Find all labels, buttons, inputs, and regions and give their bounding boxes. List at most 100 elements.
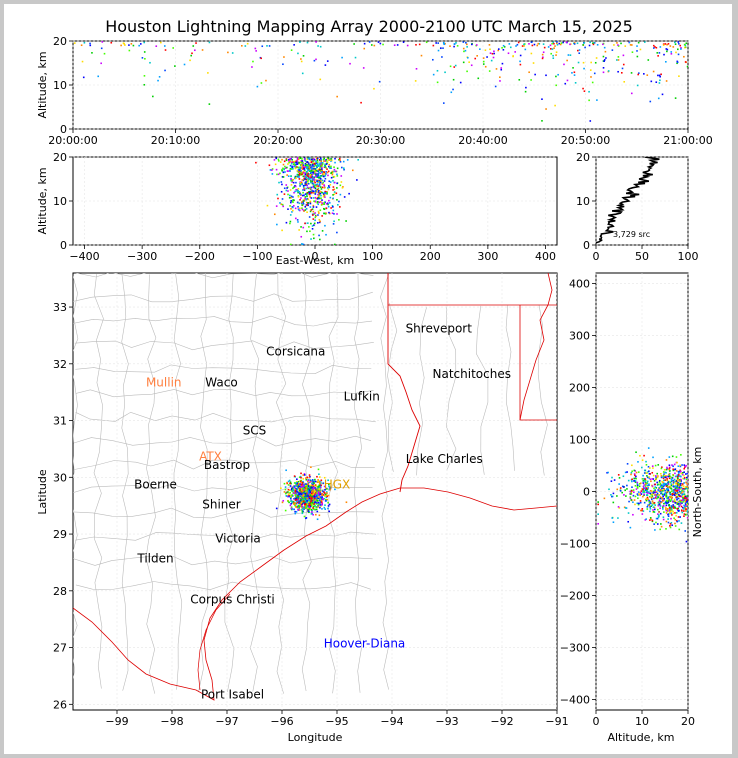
ew-altitude-source	[317, 170, 319, 173]
plan-view-source	[290, 495, 292, 498]
plan-view-source	[319, 491, 322, 494]
time-altitude-source	[501, 47, 503, 49]
time-altitude-source	[655, 46, 658, 49]
altitude-ns-source	[671, 490, 673, 492]
time-altitude-source	[576, 42, 579, 45]
plan-view-source	[305, 497, 308, 499]
plan-view-source	[304, 499, 307, 502]
time-altitude-source	[560, 42, 563, 44]
altitude-ns-source	[671, 464, 673, 466]
altitude-ns-source	[660, 487, 663, 490]
time-altitude-source	[602, 43, 604, 46]
time-altitude-source	[297, 52, 299, 55]
time-altitude-ylabel: Altitude, km	[36, 51, 49, 118]
plan-view-source	[297, 508, 300, 511]
altitude-ns-source	[679, 480, 681, 482]
altitude-ns-source	[685, 487, 688, 490]
altitude-ns-source	[638, 483, 641, 485]
ew-altitude-source	[308, 226, 310, 228]
ew-altitude-source	[307, 182, 310, 185]
ew-altitude-source	[282, 167, 284, 170]
ew-altitude-source	[307, 204, 309, 207]
altitude-ns-source	[618, 507, 621, 509]
time-altitude-source	[666, 50, 668, 53]
altitude-ns-source	[638, 502, 640, 505]
time-altitude-source	[589, 69, 592, 71]
altitude-ns-source	[665, 520, 668, 523]
altitude-ns-source	[668, 473, 670, 476]
altitude-ns-source	[643, 454, 645, 457]
altitude-ns-source	[665, 496, 668, 498]
ew-altitude-source	[277, 158, 280, 161]
altitude-ns-source	[678, 490, 681, 493]
ew-altitude-xtick: 200	[420, 250, 441, 263]
ew-altitude-source	[296, 170, 299, 172]
ew-altitude-source	[283, 168, 285, 171]
plan-view-source	[320, 499, 322, 502]
ew-altitude-source	[315, 160, 317, 163]
altitude-ns-source	[631, 486, 633, 489]
ew-altitude-source	[294, 161, 297, 164]
time-altitude-source	[158, 76, 161, 78]
altitude-ns-source	[656, 523, 659, 525]
plan-view-source	[294, 502, 296, 504]
time-altitude-source	[556, 43, 559, 46]
plan-view-source	[295, 485, 297, 487]
time-altitude-source	[665, 60, 667, 63]
plan-view-source	[302, 487, 304, 490]
ew-altitude-source	[305, 183, 307, 186]
ew-altitude-source	[286, 166, 288, 169]
time-altitude-source	[538, 43, 541, 45]
altitude-ns-source	[663, 497, 665, 500]
altitude-ns-source	[666, 479, 669, 482]
altitude-ns-source	[659, 488, 661, 491]
altitude-ns-source	[663, 502, 665, 505]
altitude-ns-source	[656, 492, 659, 495]
plan-view-source	[321, 503, 324, 506]
ew-altitude-source	[320, 175, 323, 177]
altitude-ns-source	[677, 472, 680, 474]
ew-altitude-source	[305, 201, 308, 204]
ew-altitude-source	[290, 199, 292, 202]
time-altitude-source	[553, 47, 555, 49]
ew-altitude-source	[318, 193, 321, 196]
plan-view-source	[316, 518, 319, 521]
altitude-ns-source	[677, 484, 679, 486]
ew-altitude-source	[284, 165, 286, 168]
altitude-ns-source	[634, 481, 637, 483]
time-altitude-source	[592, 42, 594, 45]
altitude-ns-source	[685, 513, 688, 516]
plan-view-source	[314, 484, 317, 487]
ew-altitude-source	[312, 186, 315, 189]
ew-altitude-source	[291, 180, 293, 182]
altitude-ns-source	[679, 516, 681, 518]
altitude-ns-ylabel: North-South, km	[691, 447, 704, 538]
plan-view-source	[301, 512, 304, 515]
plan-view-source	[305, 477, 307, 479]
ew-altitude-source	[294, 165, 296, 168]
altitude-ns-source	[636, 481, 639, 484]
ew-altitude-source	[314, 172, 317, 175]
plan-view-source	[303, 490, 306, 493]
plan-view-source	[303, 506, 305, 509]
time-altitude-source	[319, 78, 322, 81]
ew-altitude-source	[312, 233, 315, 236]
altitude-ns-source	[668, 496, 671, 499]
ew-altitude-source	[319, 238, 321, 241]
altitude-ns-source	[643, 484, 645, 486]
time-altitude-source	[593, 72, 596, 75]
altitude-ns-source	[680, 522, 683, 524]
ew-altitude-source	[303, 170, 305, 173]
altitude-ns-source	[619, 490, 622, 492]
time-altitude-source	[462, 47, 465, 50]
altitude-ns-ytick: 100	[569, 433, 590, 446]
plan-view-source	[309, 499, 311, 502]
time-altitude-source	[192, 45, 195, 47]
plan-view-source	[324, 493, 327, 496]
altitude-ns-ytick: −300	[560, 642, 590, 655]
plan-view-source	[315, 495, 318, 497]
altitude-ns-source	[679, 469, 681, 472]
time-altitude-source	[523, 43, 525, 46]
time-altitude-source	[528, 71, 530, 74]
altitude-ns-source	[668, 467, 671, 470]
